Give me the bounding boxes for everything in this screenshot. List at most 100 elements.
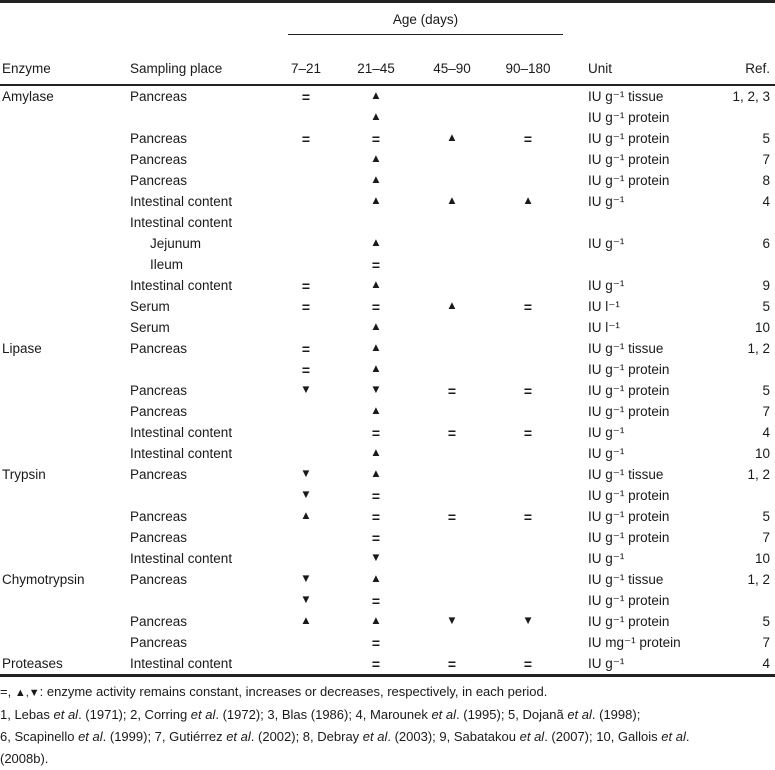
sampling-place-label: Intestinal content <box>130 424 233 440</box>
decrease-symbol: ▼ <box>446 614 458 627</box>
empty-trend-cell <box>416 359 488 380</box>
empty-trend-cell <box>336 212 416 233</box>
enzyme-label <box>0 401 130 422</box>
empty-trend-cell <box>416 527 488 548</box>
ref-column-header: Ref. <box>708 37 775 86</box>
enzyme-label <box>0 422 130 443</box>
table-row: Pancreas ▼ ▼ = = IU g⁻¹ protein 5 <box>0 380 775 401</box>
unit-label: IU l⁻¹ <box>588 298 620 314</box>
sampling-place-label: Pancreas <box>130 403 188 419</box>
enzyme-label <box>0 317 130 338</box>
decrease-symbol: ▼ <box>522 614 534 627</box>
decrease-symbol: ▼ <box>300 488 312 501</box>
reference-number: 1, 2 <box>747 571 771 587</box>
footnote-italic-text: et al <box>226 729 251 744</box>
unit-label: IU g⁻¹ protein <box>588 508 670 524</box>
unit-label: IU g⁻¹ <box>588 550 625 566</box>
enzyme-label <box>0 191 130 212</box>
increase-symbol: ▲ <box>370 320 382 333</box>
age-days-spanner-cell: Age (days) <box>276 2 568 38</box>
increase-symbol: ▲ <box>370 194 382 207</box>
empty-trend-cell <box>276 443 336 464</box>
constant-symbol: = <box>523 130 533 147</box>
empty-trend-cell <box>488 170 568 191</box>
unit-label <box>568 254 708 275</box>
footnote-line: 6, Scapinello et al. (1999); 7, Gutiérre… <box>0 726 775 748</box>
unit-label <box>568 212 708 233</box>
unit-label: IU g⁻¹ tissue <box>588 466 664 482</box>
footnote-line: (2008b). <box>0 748 775 770</box>
increase-symbol: ▲ <box>370 446 382 459</box>
empty-trend-cell <box>416 212 488 233</box>
empty-trend-cell <box>276 527 336 548</box>
constant-symbol: = <box>416 653 488 677</box>
table-row: Amylase Pancreas = ▲ IU g⁻¹ tissue 1, 2, 3 <box>0 85 775 107</box>
empty-trend-cell <box>416 107 488 128</box>
unit-label: IU l⁻¹ <box>588 319 620 335</box>
enzyme-label <box>0 443 130 464</box>
empty-trend-cell <box>416 233 488 254</box>
table-row: Serum = = ▲ = IU l⁻¹ 5 <box>0 296 775 317</box>
enzyme-label <box>0 128 130 149</box>
constant-symbol: = <box>523 382 533 399</box>
table-row: Intestinal content ▼ IU g⁻¹ 10 <box>0 548 775 569</box>
empty-trend-cell <box>488 233 568 254</box>
empty-trend-cell <box>276 422 336 443</box>
table-row: = ▲ IU g⁻¹ protein <box>0 359 775 380</box>
empty-trend-cell <box>276 149 336 170</box>
increase-symbol: ▲ <box>370 404 382 417</box>
reference-number <box>708 590 775 611</box>
age-col-header-45-90: 45–90 <box>416 37 488 86</box>
reference-number: 6 <box>762 235 771 251</box>
constant-symbol: = <box>301 88 311 105</box>
table-row: Intestinal content = = = IU g⁻¹ 4 <box>0 422 775 443</box>
unit-label: IU g⁻¹ <box>588 445 625 461</box>
sampling-place-label: Pancreas <box>130 571 188 587</box>
decrease-symbol: ▼ <box>370 383 382 396</box>
footnote-italic-text: et al <box>661 729 686 744</box>
increase-symbol: ▲ <box>370 278 382 291</box>
table-row: Pancreas ▲ IU g⁻¹ protein 7 <box>0 401 775 422</box>
reference-number: 9 <box>762 277 771 293</box>
age-col-header-90-180: 90–180 <box>488 37 569 86</box>
empty-trend-cell <box>416 590 488 611</box>
table-row: Pancreas ▲ IU g⁻¹ protein 7 <box>0 149 775 170</box>
empty-trend-cell <box>416 548 488 569</box>
empty-trend-cell <box>488 464 568 485</box>
increase-symbol: ▲ <box>370 236 382 249</box>
footnote-line: =, ▲,▼: enzyme activity remains constant… <box>0 681 775 704</box>
footnotes: =, ▲,▼: enzyme activity remains constant… <box>0 677 775 770</box>
age-spanner-row: Age (days) <box>0 2 775 38</box>
reference-number <box>708 254 775 275</box>
sampling-place-label <box>130 359 276 380</box>
constant-symbol: = <box>371 529 381 546</box>
constant-symbol: = <box>488 653 569 677</box>
enzyme-label <box>0 632 130 653</box>
empty-trend-cell <box>488 254 568 275</box>
constant-symbol: = <box>371 487 381 504</box>
sampling-place-label: Pancreas <box>130 382 188 398</box>
unit-label: IU g⁻¹ protein <box>588 151 670 167</box>
sampling-place-label: Intestinal content <box>130 277 233 293</box>
sampling-place-column-header: Sampling place <box>130 37 276 86</box>
empty-trend-cell <box>488 443 568 464</box>
empty-trend-cell <box>488 401 568 422</box>
enzyme-label <box>0 107 130 128</box>
footnote-italic-text: et al <box>362 729 388 744</box>
reference-number: 8 <box>762 172 771 188</box>
empty-trend-cell <box>276 653 336 677</box>
empty-trend-cell <box>488 149 568 170</box>
sampling-place-label: Pancreas <box>130 151 188 167</box>
footnote-italic-text: et al <box>519 729 545 744</box>
enzyme-label <box>0 506 130 527</box>
enzyme-label <box>0 275 130 296</box>
enzyme-label: Chymotrypsin <box>2 571 85 587</box>
reference-number: 4 <box>708 653 775 677</box>
unit-label: IU g⁻¹ protein <box>588 529 670 545</box>
empty-trend-cell <box>276 212 336 233</box>
increase-symbol: ▲ <box>522 194 534 207</box>
table-row: Chymotrypsin Pancreas ▼ ▲ IU g⁻¹ tissue 1, 2 <box>0 569 775 590</box>
spacer-cell-left <box>0 2 276 38</box>
enzyme-label <box>0 380 130 401</box>
